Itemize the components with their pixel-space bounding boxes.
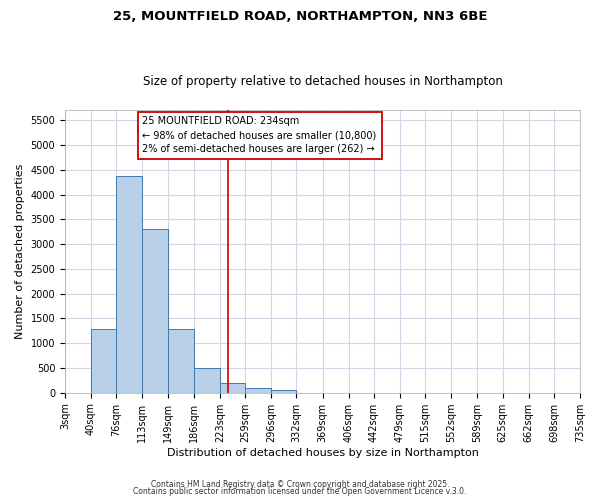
Text: Contains HM Land Registry data © Crown copyright and database right 2025.: Contains HM Land Registry data © Crown c… bbox=[151, 480, 449, 489]
Bar bbox=[220, 383, 245, 392]
Bar bbox=[142, 230, 168, 392]
Bar bbox=[245, 388, 271, 392]
Title: Size of property relative to detached houses in Northampton: Size of property relative to detached ho… bbox=[143, 76, 502, 88]
X-axis label: Distribution of detached houses by size in Northampton: Distribution of detached houses by size … bbox=[167, 448, 478, 458]
Text: 25 MOUNTFIELD ROAD: 234sqm
← 98% of detached houses are smaller (10,800)
2% of s: 25 MOUNTFIELD ROAD: 234sqm ← 98% of deta… bbox=[142, 116, 377, 154]
Bar bbox=[116, 176, 142, 392]
Bar bbox=[91, 330, 116, 392]
Bar bbox=[168, 329, 194, 392]
Text: Contains public sector information licensed under the Open Government Licence v.: Contains public sector information licen… bbox=[133, 487, 467, 496]
Bar bbox=[194, 368, 220, 392]
Bar bbox=[271, 390, 296, 392]
Y-axis label: Number of detached properties: Number of detached properties bbox=[15, 164, 25, 340]
Text: 25, MOUNTFIELD ROAD, NORTHAMPTON, NN3 6BE: 25, MOUNTFIELD ROAD, NORTHAMPTON, NN3 6B… bbox=[113, 10, 487, 23]
